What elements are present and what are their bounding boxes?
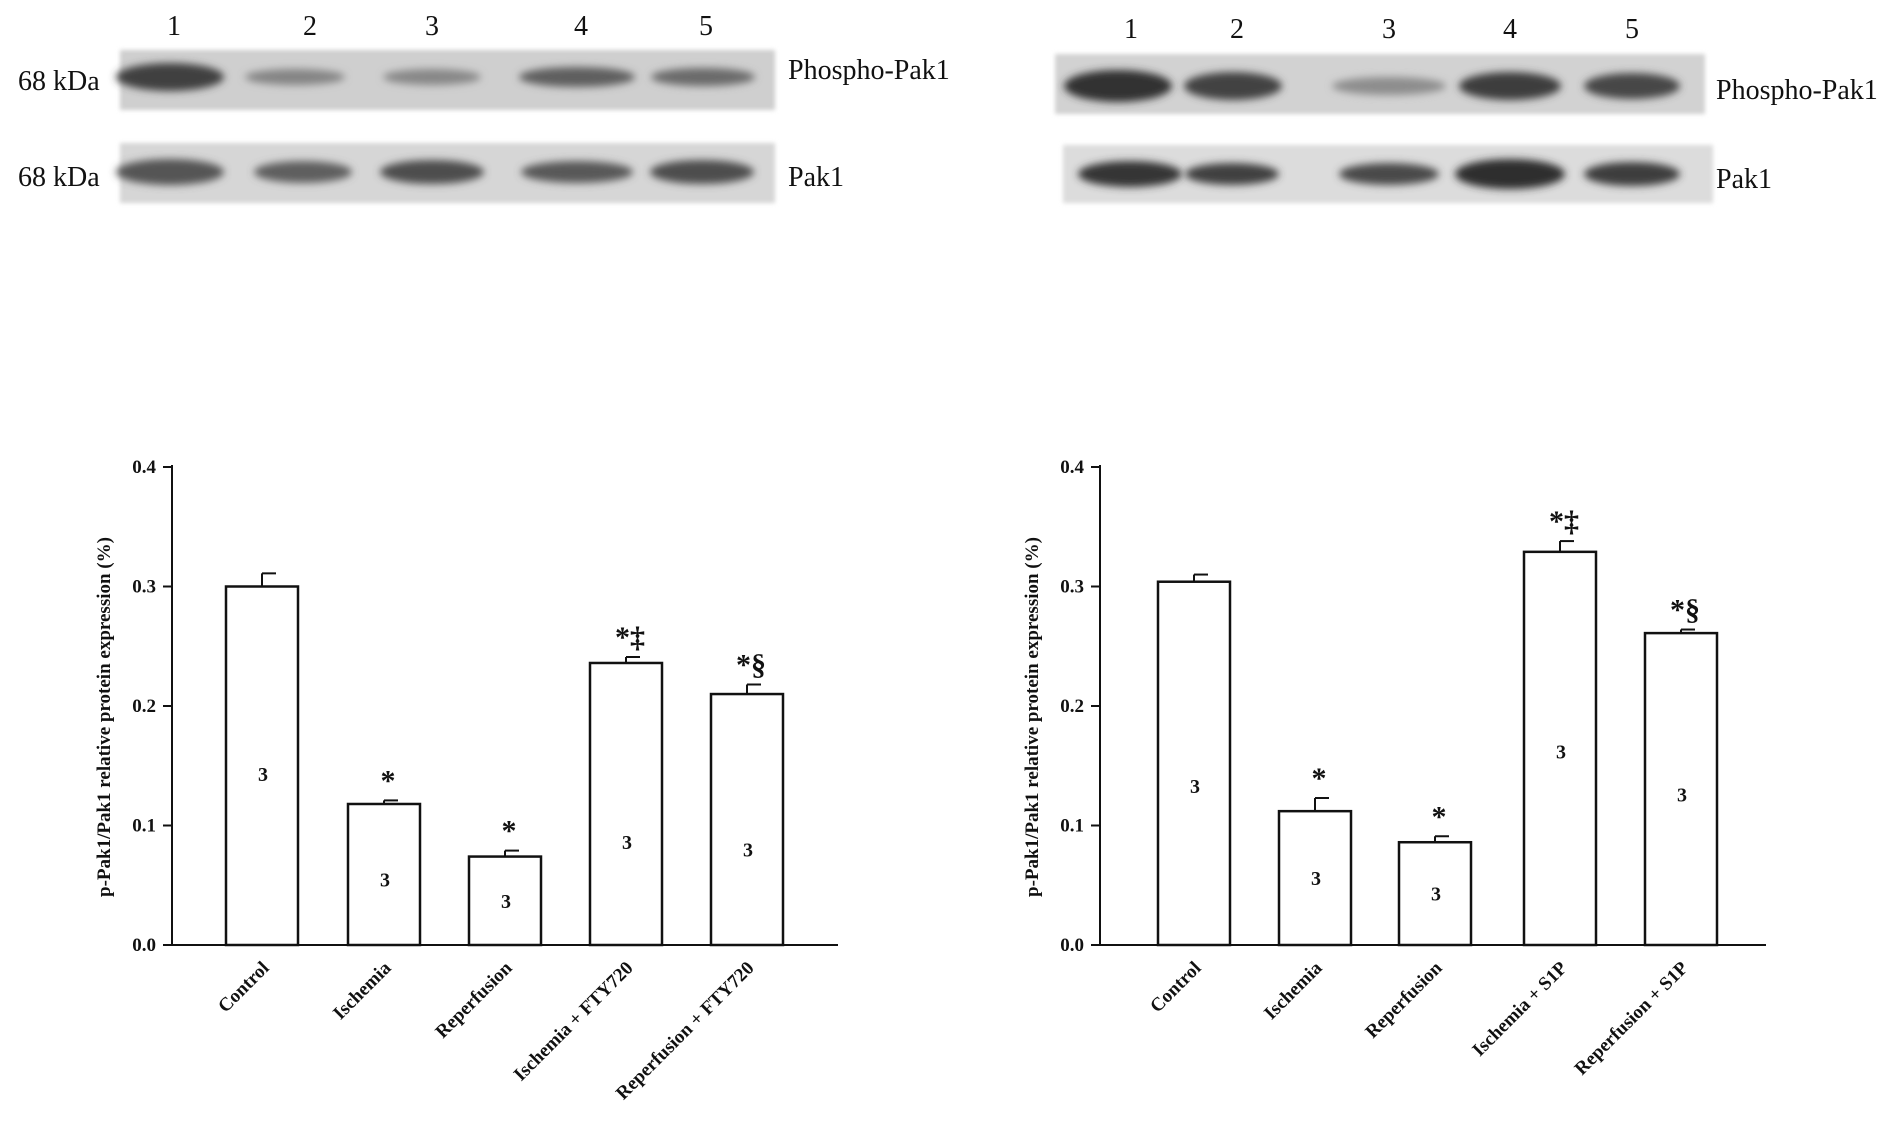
lane-number: 1 [167, 11, 181, 42]
bar [1277, 809, 1353, 947]
blot-band [650, 160, 754, 184]
blot-band [116, 63, 224, 91]
molecular-weight-label: 68 kDa [18, 162, 100, 193]
blot-panel-left: 1 2 3 4 5 68 kDa Phospho-Pak1 68 kDa Pak… [18, 11, 950, 203]
y-tick-label: 0.2 [132, 696, 156, 717]
bar [709, 692, 785, 947]
blot-band [521, 161, 633, 183]
blot-band [651, 68, 755, 86]
category-label: Reperfusion + FTY720 [612, 958, 758, 1104]
bar-chart-s1p: p-Pak1/Pak1 relative protein expression … [1022, 457, 1766, 1079]
lane-number: 5 [1625, 14, 1639, 45]
significance-marker: *§ [1670, 594, 1700, 627]
sample-size-label: 3 [743, 839, 753, 861]
blot-band [1455, 159, 1565, 189]
molecular-weight-label: 68 kDa [18, 66, 100, 97]
sample-size-label: 3 [258, 764, 268, 786]
blot-strip-pak1 [116, 143, 775, 203]
blot-band [1184, 72, 1282, 100]
blot-band [254, 161, 352, 183]
y-tick-label: 0.2 [1060, 696, 1084, 717]
y-tick-label: 0.0 [132, 935, 156, 956]
blot-band [1078, 161, 1182, 187]
blot-band [380, 160, 484, 184]
blot-band [1459, 72, 1561, 100]
blot-label: Phospho-Pak1 [1716, 75, 1878, 106]
y-axis-label: p-Pak1/Pak1 relative protein expression … [94, 537, 115, 897]
bar [1643, 631, 1719, 947]
blot-label: Pak1 [788, 162, 844, 193]
lane-number: 1 [1124, 14, 1138, 45]
y-axis-label: p-Pak1/Pak1 relative protein expression … [1022, 537, 1043, 897]
category-label: Ischemia + FTY720 [510, 958, 638, 1086]
lane-number: 3 [425, 11, 439, 42]
category-label: Control [1146, 958, 1205, 1017]
y-tick-label: 0.4 [132, 457, 156, 478]
blot-band [1339, 163, 1439, 185]
bar [588, 661, 664, 947]
significance-marker: *‡ [1549, 505, 1579, 538]
y-tick-label: 0.4 [1060, 457, 1084, 478]
bar [346, 802, 422, 947]
lane-number: 4 [574, 11, 588, 42]
sample-size-label: 3 [1311, 868, 1321, 890]
bar [1522, 550, 1598, 947]
blot-strip-phospho-pak1 [1055, 54, 1705, 114]
blot-band [1185, 163, 1279, 185]
blot-band [1584, 73, 1680, 99]
sample-size-label: 3 [1677, 784, 1687, 806]
blot-band [1584, 162, 1680, 186]
significance-marker: * [1312, 762, 1327, 795]
significance-marker: * [381, 764, 396, 797]
lane-number: 3 [1382, 14, 1396, 45]
lane-number: 2 [1230, 14, 1244, 45]
category-label: Ischemia [329, 957, 396, 1024]
category-label: Control [214, 958, 273, 1017]
blot-band [245, 69, 345, 85]
blot-band [1064, 70, 1172, 102]
y-tick-label: 0.3 [1060, 577, 1084, 598]
category-label: Reperfusion [1362, 957, 1447, 1042]
category-label: Reperfusion [432, 957, 517, 1042]
lane-number: 4 [1503, 14, 1517, 45]
sample-size-label: 3 [622, 832, 632, 854]
blot-label: Pak1 [1716, 164, 1772, 195]
blot-strip-phospho-pak1 [116, 50, 775, 110]
significance-marker: * [502, 815, 517, 848]
bar [1156, 580, 1232, 947]
bar-chart-fty720: p-Pak1/Pak1 relative protein expression … [94, 457, 838, 1104]
bar [467, 855, 543, 947]
blot-panel-right: 1 2 3 4 5 Phospho-Pak1 Pak1 [1055, 14, 1878, 203]
sample-size-label: 3 [1556, 741, 1566, 763]
sample-size-label: 3 [1431, 884, 1441, 906]
significance-marker: *‡ [615, 621, 645, 654]
y-tick-label: 0.3 [132, 577, 156, 598]
category-label: Ischemia + S1P [1468, 957, 1571, 1060]
blot-strip-pak1 [1063, 145, 1713, 203]
blot-band [1332, 77, 1446, 95]
blot-band [383, 69, 481, 85]
significance-marker: *§ [736, 648, 766, 681]
category-label: Reperfusion + S1P [1571, 957, 1693, 1079]
sample-size-label: 3 [1190, 776, 1200, 798]
significance-marker: * [1432, 800, 1447, 833]
y-tick-label: 0.1 [132, 816, 156, 837]
y-tick-label: 0.0 [1060, 935, 1084, 956]
lane-number: 5 [699, 11, 713, 42]
blot-band [116, 159, 224, 185]
sample-size-label: 3 [501, 891, 511, 913]
blot-label: Phospho-Pak1 [788, 55, 950, 86]
y-tick-label: 0.1 [1060, 816, 1084, 837]
sample-size-label: 3 [380, 869, 390, 891]
category-label: Ischemia [1260, 957, 1327, 1024]
lane-number: 2 [303, 11, 317, 42]
blot-band [519, 67, 635, 87]
